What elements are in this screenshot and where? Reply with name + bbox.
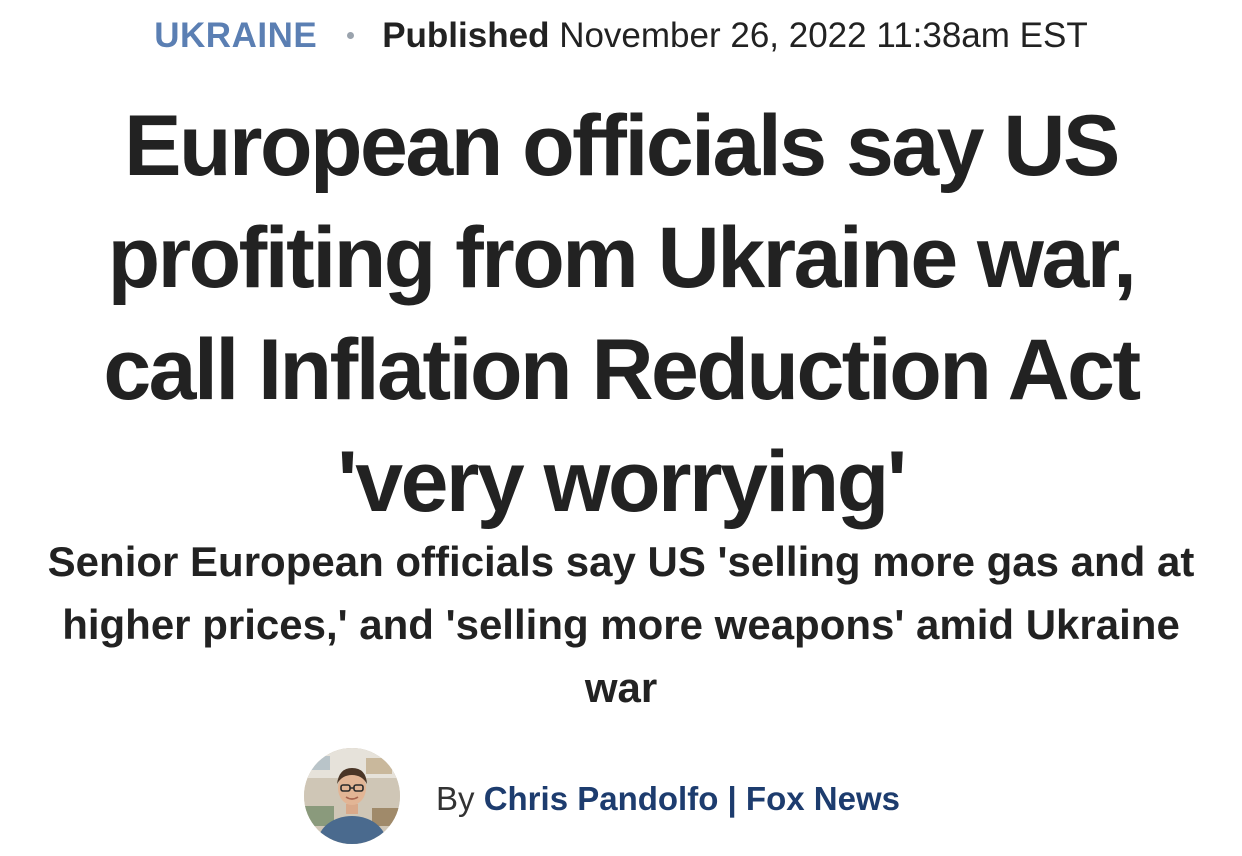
article-meta: UKRAINE Published November 26, 2022 11:38… [0,14,1242,58]
published-label: Published [382,16,550,55]
by-label: By [436,780,475,817]
author-avatar-icon [304,748,400,844]
byline: By Chris Pandolfo | Fox News [0,748,1242,844]
author-link[interactable]: Chris Pandolfo | Fox News [483,780,900,817]
published-date: November 26, 2022 11:38am EST [559,16,1088,55]
author-avatar[interactable] [304,748,400,844]
article-headline: European officials say US profiting from… [103,98,1141,530]
article-subheadline: Senior European officials say US 'sellin… [47,538,1195,711]
category-link[interactable]: UKRAINE [154,16,318,55]
separator-dot [347,32,355,40]
byline-text: By Chris Pandolfo | Fox News [436,779,900,819]
